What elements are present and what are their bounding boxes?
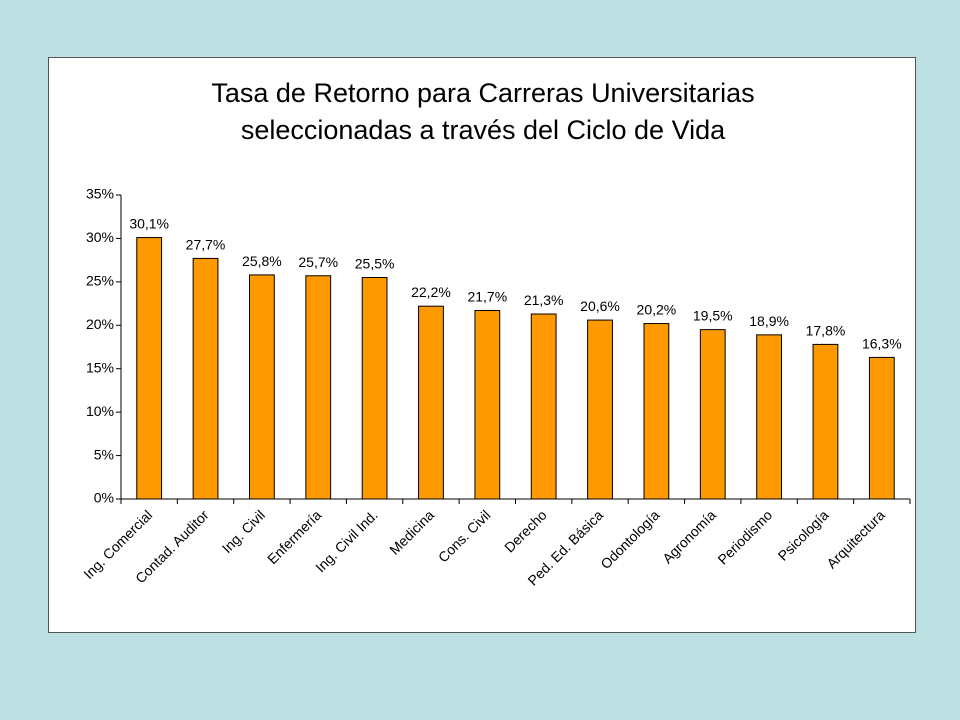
y-tick-label: 0% <box>94 490 114 506</box>
chart-title-line-2: seleccionadas a través del Ciclo de Vida <box>241 115 726 145</box>
bar <box>136 237 163 500</box>
data-label: 18,9% <box>749 313 789 329</box>
bar <box>192 257 219 500</box>
bar <box>587 319 613 500</box>
bar <box>756 334 783 500</box>
bar <box>248 274 275 500</box>
data-label: 25,8% <box>242 253 282 269</box>
bar <box>812 343 839 500</box>
data-label: 21,3% <box>524 292 564 308</box>
bar-chart: Tasa de Retorno para Carreras Universita… <box>80 78 911 589</box>
bar <box>530 313 557 500</box>
bar <box>868 356 895 500</box>
data-label: 20,6% <box>580 298 620 314</box>
bar <box>361 277 388 500</box>
y-tick-label: 5% <box>94 446 114 462</box>
bar <box>418 305 444 500</box>
category-label: Arquitectura <box>823 507 888 572</box>
category-label: Ing. Civil <box>219 507 268 556</box>
y-tick-label: 30% <box>86 229 114 245</box>
category-label: Medicina <box>386 507 437 558</box>
category-label: Enfermería <box>264 507 324 567</box>
data-label: 22,2% <box>411 284 451 300</box>
y-tick-label: 10% <box>86 403 114 419</box>
data-label: 21,7% <box>467 289 507 305</box>
y-tick-label: 20% <box>86 316 114 332</box>
y-tick-label: 15% <box>86 359 114 375</box>
chart-frame: Tasa de Retorno para Carreras Universita… <box>48 57 916 633</box>
chart-title-line-1: Tasa de Retorno para Carreras Universita… <box>211 78 754 108</box>
bar <box>699 329 726 500</box>
category-label: Derecho <box>501 507 550 556</box>
data-label: 25,7% <box>298 254 338 270</box>
data-label: 19,5% <box>693 308 733 324</box>
y-tick-label: 25% <box>86 273 114 289</box>
category-label: Cons. Civil <box>435 507 494 566</box>
bar <box>643 323 670 500</box>
data-label: 25,5% <box>355 256 395 272</box>
data-label: 17,8% <box>806 322 846 338</box>
category-label: Psicología <box>775 507 832 564</box>
y-tick-label: 35% <box>86 186 114 202</box>
data-label: 20,2% <box>637 302 677 318</box>
data-label: 27,7% <box>186 236 226 252</box>
category-label: Odontología <box>597 507 662 572</box>
data-label: 16,3% <box>862 335 902 351</box>
category-label: Agronomía <box>659 507 719 567</box>
bar <box>305 275 332 500</box>
bar <box>474 310 501 500</box>
category-label: Periodismo <box>714 507 775 568</box>
data-label: 30,1% <box>129 216 169 232</box>
